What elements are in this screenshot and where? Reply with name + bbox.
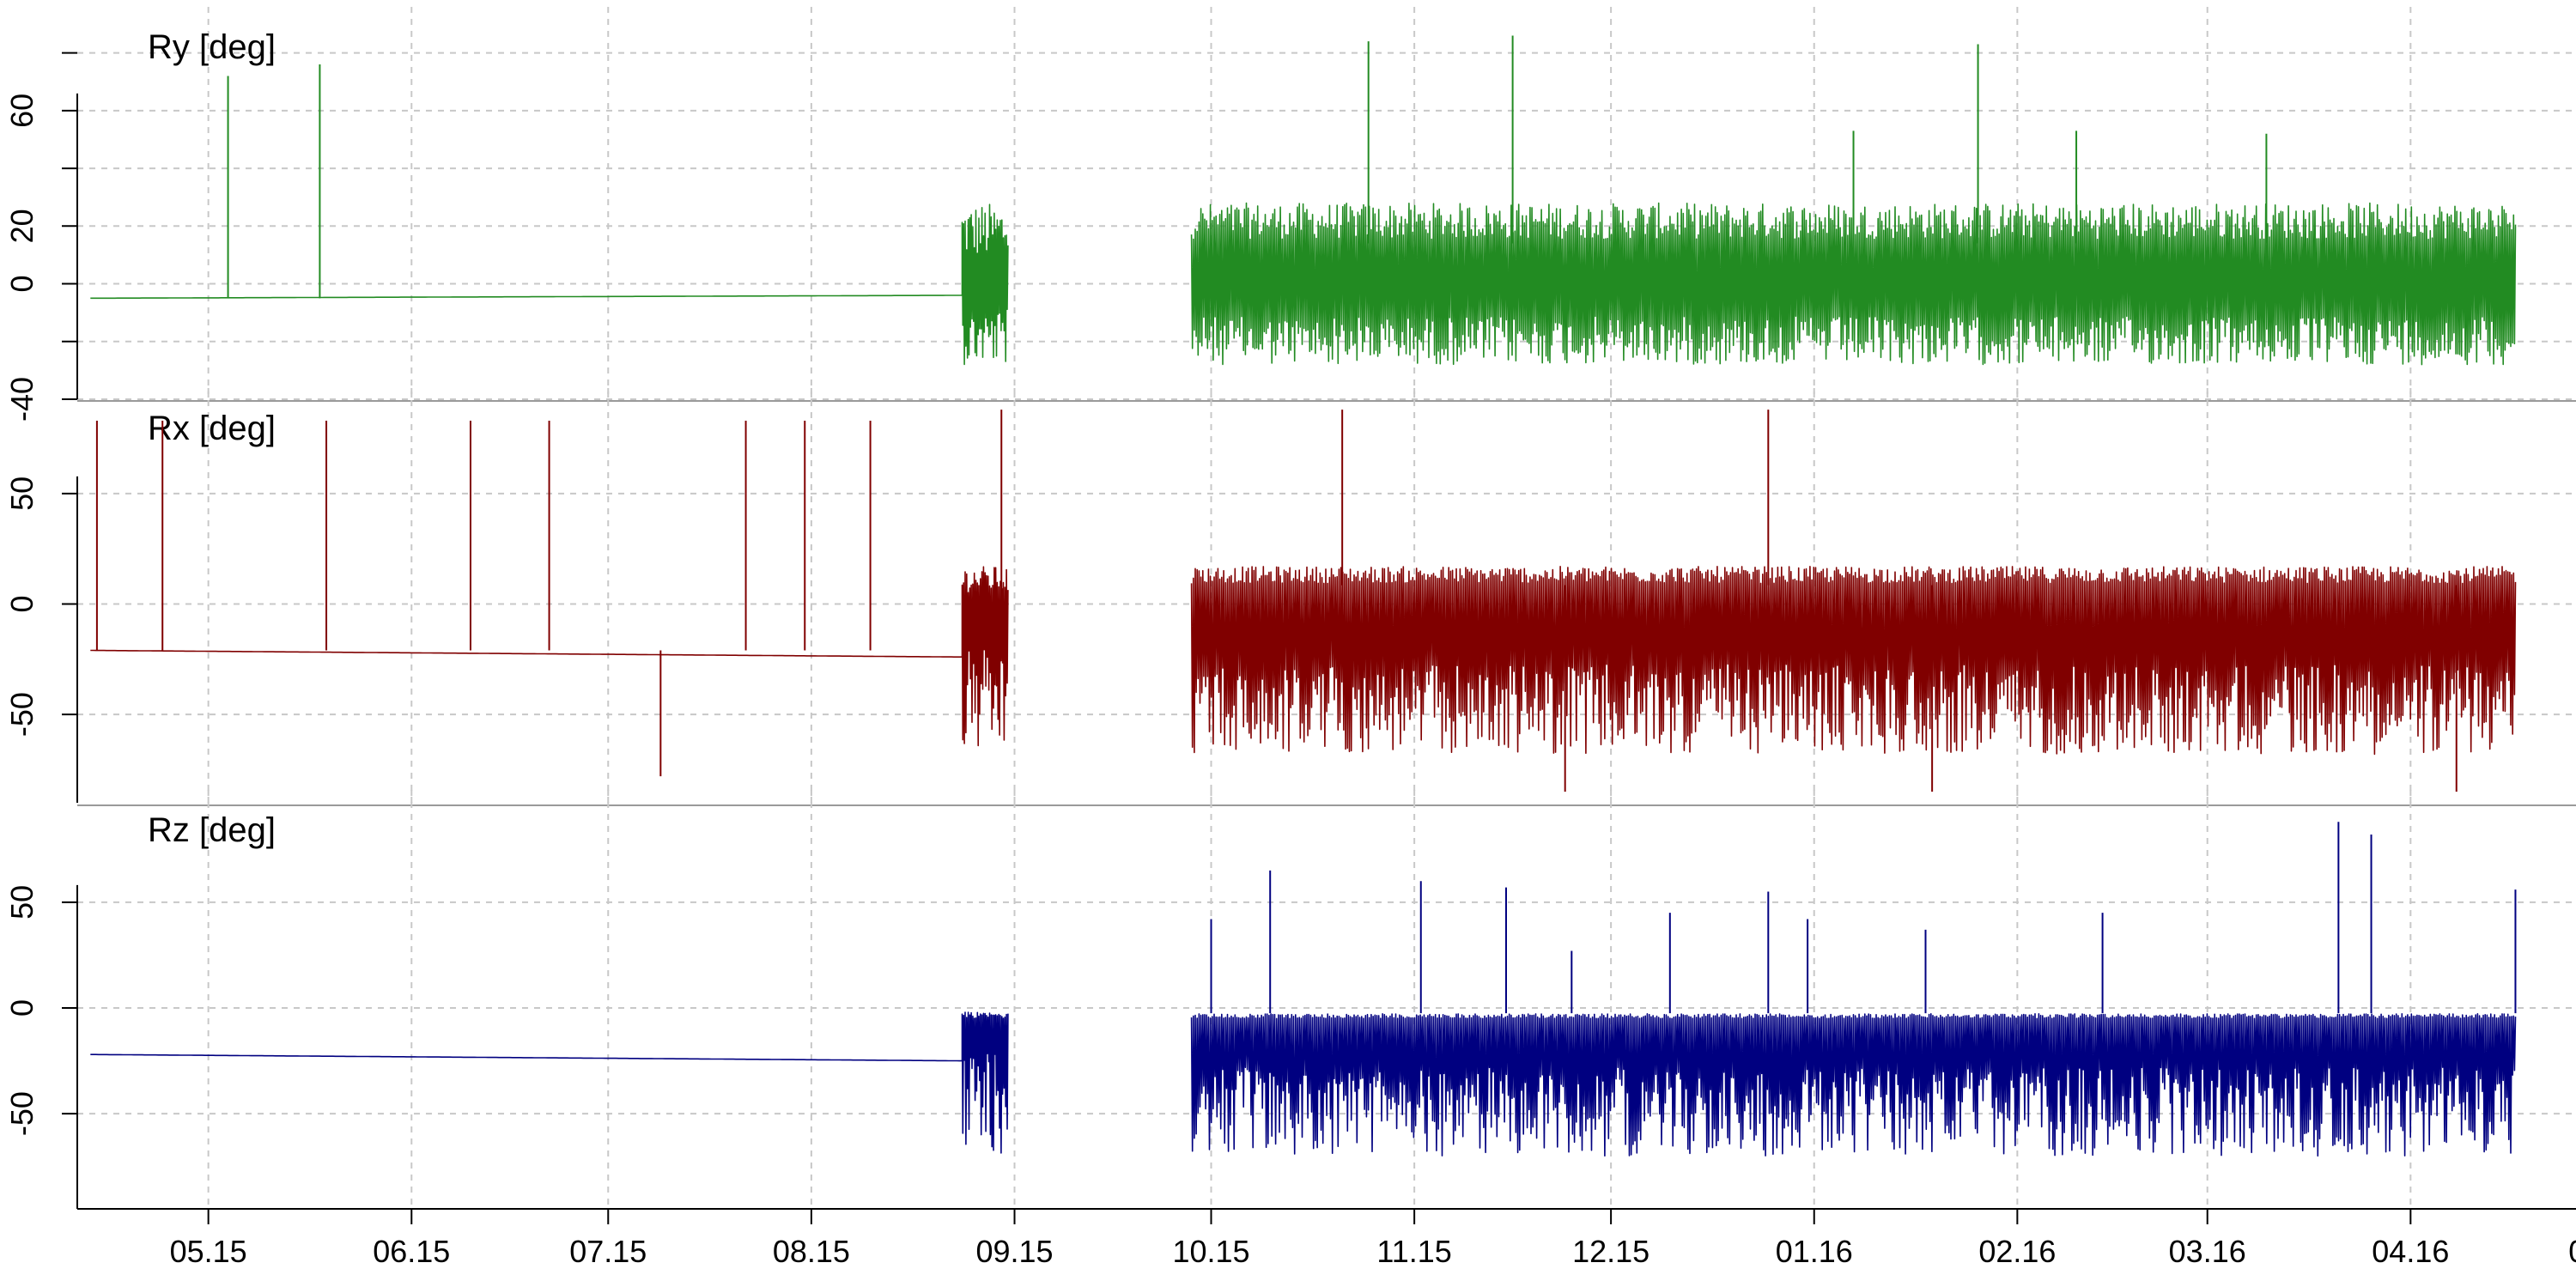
y-tick-label: 0 (4, 999, 39, 1017)
x-tick-label: 12.15 (1572, 1234, 1649, 1269)
y-tick-label: 0 (4, 276, 39, 293)
y-tick-label: -50 (4, 1091, 39, 1136)
series-line (90, 566, 2517, 756)
x-tick-label: 08.15 (773, 1234, 850, 1269)
y-tick-label: 60 (4, 94, 39, 128)
y-tick-label: 50 (4, 477, 39, 511)
panel-2: -50 0 50 Rx [deg] (4, 388, 2576, 803)
x-tick-label: 04.16 (2372, 1234, 2449, 1269)
x-tick-label: 05.15 (170, 1234, 247, 1269)
panel-3: -50 0 50 Rz [deg] (4, 790, 2576, 1209)
x-tick-label: 07.15 (569, 1234, 647, 1269)
x-tick-label: 10.15 (1172, 1234, 1249, 1269)
series-line (90, 1011, 2517, 1157)
y-tick-label: -40 (4, 377, 39, 422)
y-tick-label: 20 (4, 209, 39, 243)
y-tick-label: -50 (4, 692, 39, 737)
x-tick-label: 01.16 (1776, 1234, 1853, 1269)
y-tick-label: 50 (4, 885, 39, 920)
x-tick-label: 09.15 (975, 1234, 1053, 1269)
panel-title: Ry [deg] (148, 28, 276, 66)
panel-1: -40 0 20 60 Ry [deg] (4, 7, 2576, 422)
panel-title: Rz [deg] (148, 811, 276, 849)
x-tick-label: 02.16 (1978, 1234, 2056, 1269)
x-tick-label: 11.15 (1376, 1234, 1451, 1269)
x-tick-label: 05.16 (2568, 1234, 2576, 1269)
x-tick-label: 06.15 (373, 1234, 450, 1269)
y-tick-label: 0 (4, 595, 39, 612)
x-tick-label: 03.16 (2169, 1234, 2246, 1269)
panel-title: Rx [deg] (148, 410, 276, 447)
